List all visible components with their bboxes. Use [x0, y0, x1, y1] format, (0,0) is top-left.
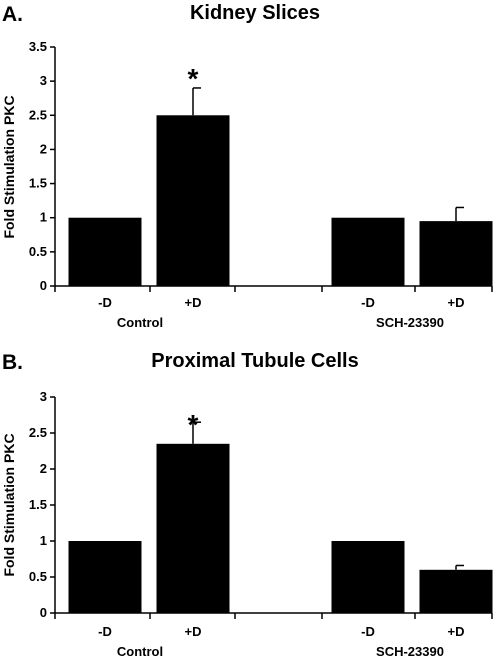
x-tick-label: -D — [98, 624, 112, 639]
x-tick-label: +D — [185, 624, 202, 639]
y-tick-label: 0 — [40, 278, 47, 293]
y-tick-label: 3.5 — [29, 39, 47, 54]
x-tick-label: +D — [448, 295, 465, 310]
y-tick-label: 2.5 — [29, 107, 47, 122]
x-tick-label: +D — [185, 295, 202, 310]
bar-4 — [419, 569, 493, 613]
x-tick-label: -D — [361, 624, 375, 639]
significance-marker: * — [188, 63, 199, 94]
x-tick-label: +D — [448, 624, 465, 639]
chart-title: Kidney Slices — [190, 2, 320, 24]
y-tick-label: 2 — [40, 141, 47, 156]
panel-label: B. — [2, 351, 23, 374]
bar-1 — [68, 217, 142, 286]
x-tick-label: -D — [361, 295, 375, 310]
y-tick-label: 0.5 — [29, 569, 47, 584]
group-label-1: Control — [117, 644, 163, 659]
y-tick-label: 3 — [40, 73, 47, 88]
y-tick-label: 1.5 — [29, 497, 47, 512]
y-tick-label: 1.5 — [29, 176, 47, 191]
y-axis-label: Fold Stimulation PKC — [1, 95, 17, 238]
group-label-2: SCH-23390 — [376, 315, 444, 330]
bar-2 — [156, 443, 230, 613]
y-tick-label: 2.5 — [29, 425, 47, 440]
panel-label: A. — [2, 3, 23, 26]
bar-2 — [156, 115, 230, 287]
bar-3 — [331, 217, 405, 286]
group-label-2: SCH-23390 — [376, 644, 444, 659]
bar-3 — [331, 541, 405, 613]
bar-4 — [419, 221, 493, 286]
chart-panel-a: A. Kidney Slices Fold Stimulation PKC 0 0.5 1… — [1, 2, 493, 330]
bar-1 — [68, 541, 142, 613]
group-label-1: Control — [117, 315, 163, 330]
y-tick-label: 1 — [40, 533, 47, 548]
y-axis-label: Fold Stimulation PKC — [1, 433, 17, 576]
y-tick-label: 0.5 — [29, 244, 47, 259]
chart-title: Proximal Tubule Cells — [151, 350, 358, 372]
y-tick-label: 0 — [40, 605, 47, 620]
x-tick-label: -D — [98, 295, 112, 310]
significance-marker: * — [188, 409, 199, 440]
chart-panel-b: B. Proximal Tubule Cells Fold Stimulation … — [1, 350, 493, 659]
y-tick-label: 1 — [40, 210, 47, 225]
y-tick-label: 3 — [40, 389, 47, 404]
y-tick-label: 2 — [40, 461, 47, 476]
